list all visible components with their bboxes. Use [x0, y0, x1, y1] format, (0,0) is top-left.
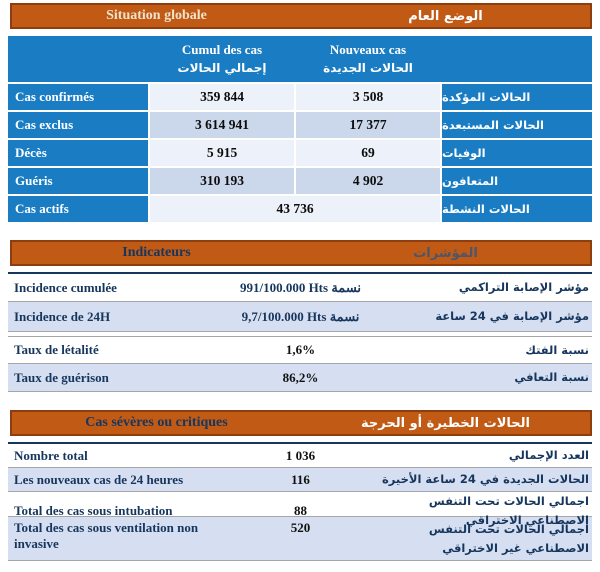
row-value: 86,2% [282, 369, 319, 385]
row-24h-incidence: Incidence de 24H 9,7/100.000 Hts نسمة مؤ… [8, 302, 592, 332]
row-value: 88 [294, 503, 307, 518]
row-value: 116 [291, 471, 310, 487]
row-label-fr: Cas exclus [8, 112, 148, 138]
indicators-table: Incidence cumulée 991/100.000 Hts نسمة م… [8, 272, 592, 392]
section1-title-fr: Situation globale [106, 8, 207, 23]
row-label-fr: Taux de guérison [14, 369, 109, 385]
nouveaux-value: 69 [296, 140, 440, 166]
row-label-ar: الحالات الجديدة في 24 ساعة الأخيرة [381, 472, 589, 486]
row-total-number: Nombre total 1 036 العدد الإجمالي [8, 444, 592, 468]
row-label-fr: Incidence de 24H [14, 308, 111, 324]
section3-title-fr: Cas sévères ou critiques [85, 415, 228, 430]
section3-header: Cas sévères ou critiques الحالات الخطيرة… [10, 410, 592, 436]
table-row-active: Cas actifs 43 736 الحالات النشطة [8, 196, 592, 222]
row-label-fr: Incidence cumulée [14, 279, 117, 295]
table-row-recovered: Guéris 310 193 4 902 المتعافون [8, 168, 592, 194]
row-label-fr: Les nouveaux cas de 24 heures [14, 471, 184, 487]
global-situation-table: Cumul des cas إجمالي الحالات Nouveaux ca… [8, 36, 592, 222]
row-cumulative-incidence: Incidence cumulée 991/100.000 Hts نسمة م… [8, 274, 592, 302]
row-fatality-rate: Taux de létalité 1,6% نسبة الفتك [8, 337, 592, 364]
section2-title-fr: Indicateurs [122, 245, 191, 260]
row-label-fr: Total des cas sous intubation [14, 503, 173, 518]
row-label-ar: الوفيات [442, 140, 592, 166]
table-row-excluded: Cas exclus 3 614 941 17 377 الحالات المس… [8, 112, 592, 138]
row-label-fr: Cas actifs [8, 196, 148, 222]
row-intubation-cases: Total des cas sous intubation 88 اجمالي … [8, 492, 592, 527]
cumul-value: 5 915 [150, 140, 294, 166]
column-header-cumul-ar: إجمالي الحالات [177, 61, 267, 75]
table-header-row: Cumul des cas إجمالي الحالات Nouveaux ca… [8, 36, 592, 82]
row-value: 1,6% [285, 342, 316, 357]
row-label-ar: مؤشر الإصابة التراكمي [458, 280, 589, 294]
row-recovery-rate: Taux de guérison 86,2% نسبة التعافي [8, 364, 592, 392]
column-header-nouveaux: Nouveaux cas الحالات الجديدة [296, 41, 440, 77]
column-header-nouveaux-fr: Nouveaux cas [329, 42, 407, 57]
table-divider [8, 332, 592, 337]
row-label-fr: Guéris [8, 168, 148, 194]
row-new-24h-cases: Les nouveaux cas de 24 heures 116 الحالا… [8, 468, 592, 492]
row-value: 520 [290, 520, 311, 535]
row-label-fr: Décès [8, 140, 148, 166]
row-noninvasive-ventilation-cases: Total des cas sous ventilation non invas… [8, 517, 592, 561]
row-label-ar: اجمالي الحالات تحت التنفس الاصطناعي غير … [428, 521, 589, 555]
row-label-ar: نسبة التعافي [514, 370, 589, 384]
row-value: 1 036 [285, 447, 316, 463]
row-label-ar: نسبة الفتك [525, 342, 589, 357]
nouveaux-value: 3 508 [296, 84, 440, 110]
row-label-ar: العدد الإجمالي [508, 448, 589, 462]
section1-header: Situation globale الوضع العام [10, 3, 592, 29]
section1-title-ar: الوضع العام [408, 8, 483, 24]
table-row-deaths: Décès 5 915 69 الوفيات [8, 140, 592, 166]
indicators-section: Indicateurs المؤشرات Incidence cumulée 9… [8, 240, 592, 392]
section2-title-ar: المؤشرات [413, 245, 478, 261]
column-header-nouveaux-ar: الحالات الجديدة [323, 61, 413, 75]
row-label-ar: مؤشر الإصابة في 24 ساعة [435, 309, 589, 323]
row-label-ar: الحالات النشطة [442, 196, 592, 222]
cumul-value: 3 614 941 [150, 112, 294, 138]
severe-cases-table: Nombre total 1 036 العدد الإجمالي Les no… [8, 442, 592, 561]
column-header-cumul: Cumul des cas إجمالي الحالات [150, 41, 294, 77]
row-label-ar: المتعافون [442, 168, 592, 194]
row-value: 9,7/100.000 Hts نسمة [241, 308, 360, 324]
nouveaux-value: 4 902 [296, 168, 440, 194]
row-label-fr: Nombre total [14, 447, 88, 463]
column-header-cumul-fr: Cumul des cas [181, 42, 263, 57]
row-label-ar: الحالات المؤكدة [442, 84, 592, 110]
row-label-fr: Total des cas sous ventilation non invas… [14, 520, 199, 551]
cumul-value: 359 844 [150, 84, 294, 110]
row-label-fr: Taux de létalité [14, 342, 99, 357]
section2-header: Indicateurs المؤشرات [10, 240, 592, 266]
cumul-value: 310 193 [150, 168, 294, 194]
table-row-confirmed: Cas confirmés 359 844 3 508 الحالات المؤ… [8, 84, 592, 110]
severe-cases-section: Cas sévères ou critiques الحالات الخطيرة… [8, 410, 592, 561]
row-label-ar: اجمالي الحالات تحت التنفس الاصطناعي الاخ… [428, 494, 589, 527]
section3-title-ar: الحالات الخطيرة أو الحرجة [361, 415, 530, 431]
row-label-ar: الحالات المستبعدة [442, 112, 592, 138]
nouveaux-value: 17 377 [296, 112, 440, 138]
active-cases-value: 43 736 [150, 196, 440, 222]
row-label-fr: Cas confirmés [8, 84, 148, 110]
row-value: 991/100.000 Hts نسمة [239, 279, 362, 295]
